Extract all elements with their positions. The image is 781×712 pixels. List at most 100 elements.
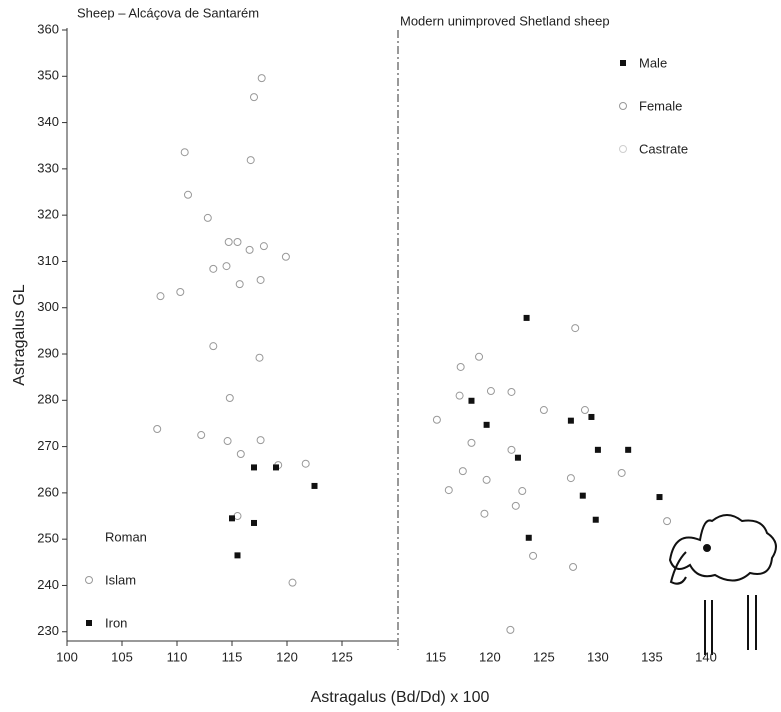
marker-square <box>588 414 594 420</box>
x-tick-label: 105 <box>111 649 133 664</box>
legend-label: Castrate <box>639 141 688 156</box>
marker-square <box>273 464 279 470</box>
marker-circle <box>251 94 258 101</box>
x-tick-label: 100 <box>56 649 78 664</box>
marker-circle <box>507 626 514 633</box>
legend-label: Roman <box>105 529 147 544</box>
marker-circle <box>456 392 463 399</box>
y-tick-label: 320 <box>37 207 59 222</box>
y-axis-label: Astragalus GL <box>11 284 28 385</box>
marker-square <box>312 483 318 489</box>
x-tick-label: 125 <box>331 649 353 664</box>
marker-circle <box>234 238 241 245</box>
panel-title: Sheep – Alcáçova de Santarém <box>77 5 259 20</box>
marker-circle <box>154 426 161 433</box>
sheep-drawing <box>670 515 776 655</box>
marker-circle <box>198 432 205 439</box>
marker-circle <box>459 468 466 475</box>
marker-circle <box>483 476 490 483</box>
legend-label: Islam <box>105 572 136 587</box>
marker-square <box>526 535 532 541</box>
marker-circle <box>237 450 244 457</box>
marker-square <box>580 493 586 499</box>
marker-circle <box>530 552 537 559</box>
marker-circle <box>257 276 264 283</box>
marker-circle <box>234 513 241 520</box>
y-tick-label: 260 <box>37 484 59 499</box>
marker-circle <box>468 439 475 446</box>
marker-circle <box>246 246 253 253</box>
marker-circle <box>282 253 289 260</box>
x-tick-label: 135 <box>641 649 663 664</box>
marker-circle <box>247 157 254 164</box>
marker-circle <box>581 407 588 414</box>
marker-circle <box>664 518 671 525</box>
marker-circle <box>181 149 188 156</box>
y-tick-label: 280 <box>37 392 59 407</box>
marker-circle <box>226 394 233 401</box>
marker-circle <box>256 354 263 361</box>
marker-square <box>593 517 599 523</box>
marker-square <box>235 552 241 558</box>
y-tick-label: 360 <box>37 21 59 36</box>
marker-square <box>468 398 474 404</box>
legend-marker <box>620 103 627 110</box>
marker-circle <box>508 446 515 453</box>
legend-marker <box>620 146 627 153</box>
marker-circle <box>445 487 452 494</box>
legend-label: Male <box>639 55 667 70</box>
y-tick-label: 230 <box>37 623 59 638</box>
marker-circle <box>223 263 230 270</box>
marker-circle <box>508 388 515 395</box>
y-tick-label: 240 <box>37 577 59 592</box>
x-tick-label: 140 <box>695 649 717 664</box>
legend-label: Iron <box>105 615 127 630</box>
y-tick-label: 340 <box>37 114 59 129</box>
marker-square <box>657 494 663 500</box>
x-tick-label: 115 <box>222 649 243 664</box>
marker-circle <box>210 343 217 350</box>
y-tick-label: 310 <box>37 253 59 268</box>
marker-circle <box>257 437 264 444</box>
legend-marker <box>620 60 626 66</box>
marker-circle <box>225 238 232 245</box>
marker-circle <box>476 353 483 360</box>
marker-circle <box>567 475 574 482</box>
legend-label: Female <box>639 98 682 113</box>
marker-square <box>568 418 574 424</box>
marker-circle <box>289 579 296 586</box>
marker-square <box>484 422 490 428</box>
marker-circle <box>487 388 494 395</box>
y-tick-label: 350 <box>37 68 59 83</box>
marker-circle <box>457 363 464 370</box>
x-tick-label: 110 <box>167 649 188 664</box>
x-tick-label: 125 <box>533 649 555 664</box>
marker-circle <box>572 325 579 332</box>
x-tick-label: 130 <box>587 649 609 664</box>
marker-square <box>515 455 521 461</box>
marker-circle <box>481 510 488 517</box>
marker-square <box>251 464 257 470</box>
marker-circle <box>177 288 184 295</box>
marker-circle <box>185 191 192 198</box>
marker-circle <box>157 293 164 300</box>
marker-circle <box>236 281 243 288</box>
marker-square <box>524 315 530 321</box>
y-tick-label: 290 <box>37 345 59 360</box>
marker-circle <box>260 243 267 250</box>
marker-circle <box>302 460 309 467</box>
y-tick-label: 330 <box>37 160 59 175</box>
marker-circle <box>519 488 526 495</box>
marker-square <box>229 515 235 521</box>
marker-circle <box>512 502 519 509</box>
marker-circle <box>618 469 625 476</box>
marker-circle <box>433 416 440 423</box>
marker-square <box>625 447 631 453</box>
y-tick-label: 270 <box>37 438 59 453</box>
x-tick-label: 120 <box>276 649 298 664</box>
marker-circle <box>570 563 577 570</box>
panel-title: Modern unimproved Shetland sheep <box>400 13 610 28</box>
y-tick-label: 250 <box>37 531 59 546</box>
legend-marker <box>86 577 93 584</box>
marker-circle <box>258 75 265 82</box>
